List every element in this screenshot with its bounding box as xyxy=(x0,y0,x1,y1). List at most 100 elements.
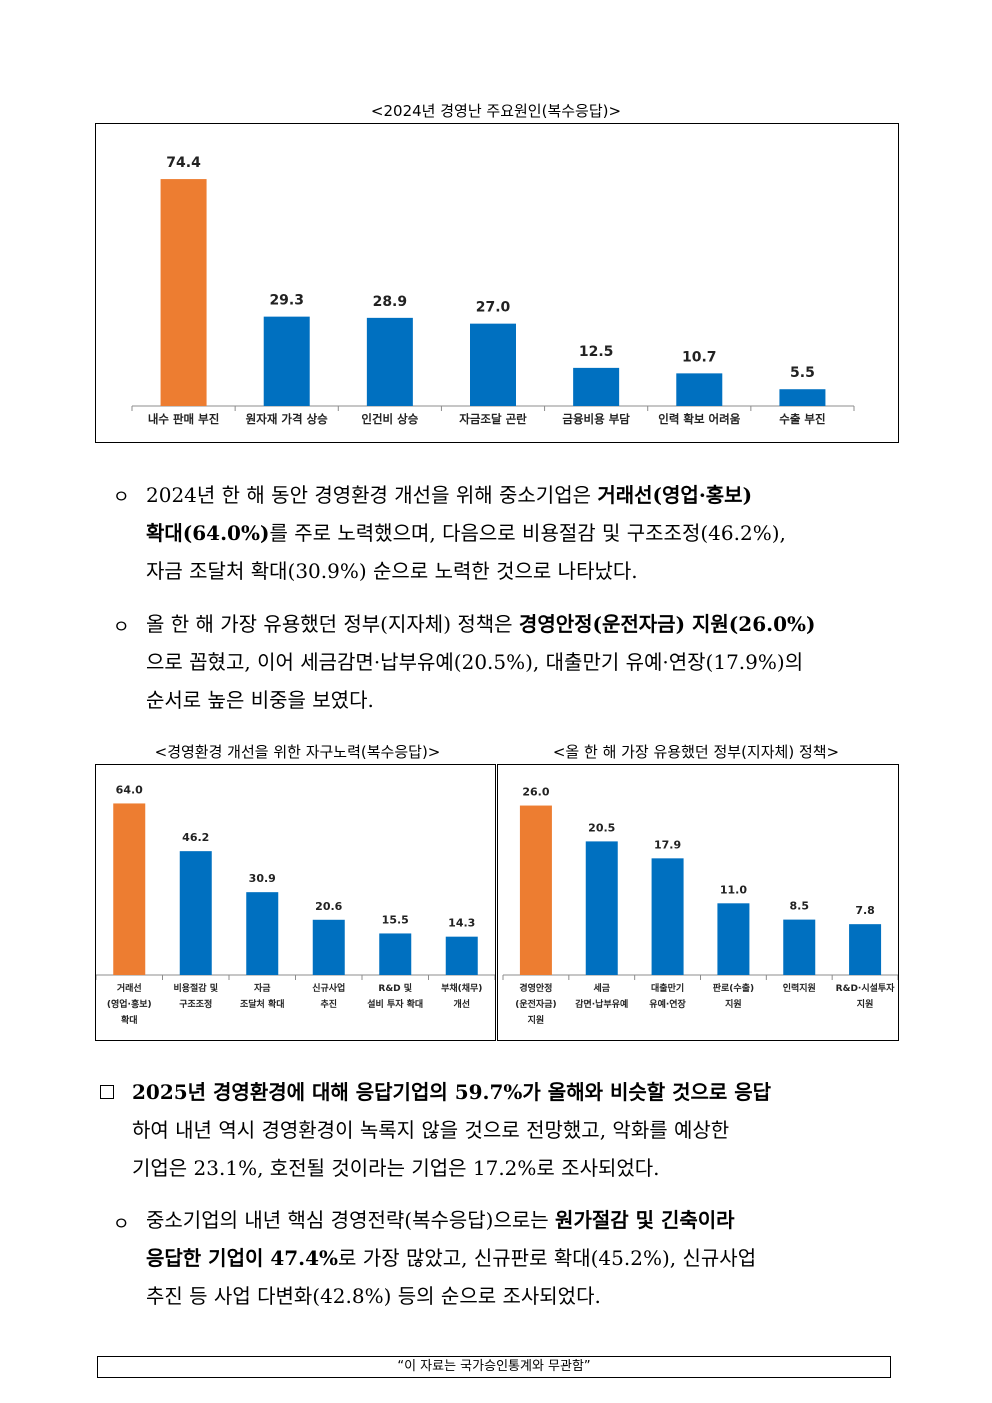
data-label-4: 27.0 xyxy=(476,300,511,316)
bar-2 xyxy=(585,841,618,975)
data-label-1: 74.4 xyxy=(166,155,201,171)
category-label-1: 확대 xyxy=(121,1014,138,1026)
bar-7 xyxy=(779,389,826,406)
category-label-4: 자금조달 곤란 xyxy=(459,412,527,426)
p4-line1-text: 중소기업의 내년 핵심 경영전략(복수응답)으로는 xyxy=(146,1208,556,1232)
data-label-4: 20.6 xyxy=(315,900,342,913)
bar-5 xyxy=(573,367,620,406)
category-label-5: 인력지원 xyxy=(783,982,816,994)
p4-line1-bold: 원가절감 및 긴축이라 xyxy=(555,1208,735,1232)
paragraph2-bullet: ㅇ xyxy=(113,617,130,638)
bar-4 xyxy=(312,919,345,975)
data-label-4: 11.0 xyxy=(720,883,747,896)
data-label-5: 12.5 xyxy=(579,344,614,360)
chart3-caption: <올 한 해 가장 유용했던 정부(지자체) 정책> xyxy=(552,743,840,761)
category-label-7: 수출 부진 xyxy=(779,412,825,426)
chart1-caption: <2024년 경영난 주요원인(복수응답)> xyxy=(370,102,622,120)
p3-line3: 기업은 23.1%, 호전될 것이라는 기업은 17.2%로 조사되었다. xyxy=(132,1156,660,1180)
data-label-1: 64.0 xyxy=(116,783,143,796)
p1-line1-bold: 거래선(영업·홍보) xyxy=(597,483,753,507)
category-label-2: 감면·납부유예 xyxy=(575,998,628,1010)
data-label-2: 29.3 xyxy=(269,293,304,309)
data-label-6: 14.3 xyxy=(448,917,475,930)
p1-line2-text: 를 주로 노력했으며, 다음으로 비용절감 및 구조조정(46.2%), xyxy=(269,521,786,545)
p2-line1-bold: 경영안정(운전자금) 지원(26.0%) xyxy=(518,612,816,636)
category-label-4: 판로(수출) xyxy=(713,982,754,994)
bar-3 xyxy=(246,892,279,975)
category-label-1: 거래선 xyxy=(117,982,142,994)
p3-line1-bold: 2025년 경영환경에 대해 응답기업의 59.7%가 올해와 비슷할 것으로 … xyxy=(132,1080,772,1104)
bar-4 xyxy=(717,903,750,975)
category-label-4: 추진 xyxy=(320,998,337,1010)
category-label-5: R&D 및 xyxy=(378,982,412,994)
footer-note: “이 자료는 국가승인통계와 무관함” xyxy=(97,1356,891,1378)
category-label-3: 조달처 확대 xyxy=(240,998,285,1010)
bar-3 xyxy=(651,858,684,975)
category-label-3: 유예·연장 xyxy=(649,998,686,1010)
paragraph1: 2024년 한 해 동안 경영환경 개선을 위해 중소기업은 거래선(영업·홍보… xyxy=(146,476,786,590)
p3-line2: 하여 내년 역시 경영환경이 녹록지 않을 것으로 전망했고, 악화를 예상한 xyxy=(132,1118,730,1142)
bar-4 xyxy=(470,323,516,406)
p1-line1-text: 2024년 한 해 동안 경영환경 개선을 위해 중소기업은 xyxy=(146,483,598,507)
bar-1 xyxy=(160,179,207,406)
category-label-5: 금융비용 부담 xyxy=(562,412,630,426)
paragraph3-square-bullet xyxy=(100,1085,114,1099)
chart1-box: 74.4 내수 판매 부진 29.3 원자재 가격 상승 28.9 인건비 상승 27.0 자… xyxy=(95,123,899,443)
data-label-6: 7.8 xyxy=(855,904,875,917)
p4-line2-bold: 응답한 기업이 47.4% xyxy=(146,1246,339,1270)
category-label-6: R&D·시설투자 xyxy=(836,982,896,994)
data-label-1: 26.0 xyxy=(522,786,549,799)
paragraph4: 중소기업의 내년 핵심 경영전략(복수응답)으로는 원가절감 및 긴축이라 응답… xyxy=(146,1201,756,1315)
bar-6 xyxy=(676,373,723,406)
category-label-6: 개선 xyxy=(453,998,470,1010)
bar-6 xyxy=(849,924,882,975)
paragraph1-bullet: ㅇ xyxy=(113,487,130,508)
bar-3 xyxy=(366,317,413,406)
category-label-6: 지원 xyxy=(857,998,874,1010)
category-label-6: 인력 확보 어려움 xyxy=(658,412,740,426)
data-label-3: 28.9 xyxy=(373,294,408,310)
bar-6 xyxy=(445,936,478,975)
data-label-3: 30.9 xyxy=(249,872,276,885)
category-label-5: 설비 투자 확대 xyxy=(367,998,423,1010)
category-label-1: (운전자금) xyxy=(515,998,556,1010)
bar-1 xyxy=(519,805,552,975)
category-label-3: 자금 xyxy=(254,982,271,994)
p4-line2-text: 로 가장 많았고, 신규판로 확대(45.2%), 신규사업 xyxy=(338,1246,757,1270)
category-label-1: 경영안정 xyxy=(519,982,552,994)
category-label-3: 대출만기 xyxy=(651,982,684,994)
p1-line2-bold: 확대(64.0%) xyxy=(146,521,270,545)
p1-line3: 자금 조달처 확대(30.9%) 순으로 노력한 것으로 나타났다. xyxy=(146,559,638,583)
category-label-4: 지원 xyxy=(725,998,742,1010)
category-label-1: 지원 xyxy=(528,1014,545,1026)
category-label-3: 인건비 상승 xyxy=(361,412,418,426)
bar-5 xyxy=(379,933,412,975)
paragraph2: 올 한 해 가장 유용했던 정부(지자체) 정책은 경영안정(운전자금) 지원(… xyxy=(146,605,815,719)
category-label-4: 신규사업 xyxy=(312,982,345,994)
p2-line3: 순서로 높은 비중을 보였다. xyxy=(146,688,374,712)
p4-line3: 추진 등 사업 다변화(42.8%) 등의 순으로 조사되었다. xyxy=(146,1284,601,1308)
data-label-2: 46.2 xyxy=(182,831,209,844)
category-label-1: (영업·홍보) xyxy=(107,998,152,1010)
data-label-5: 15.5 xyxy=(382,913,409,926)
paragraph4-bullet: ㅇ xyxy=(113,1214,130,1235)
chart1-svg: 74.4 내수 판매 부진 29.3 원자재 가격 상승 28.9 인건비 상승 27.0 자… xyxy=(131,155,855,426)
category-label-2: 비용절감 및 xyxy=(173,982,218,994)
data-label-3: 17.9 xyxy=(654,838,681,851)
paragraph3: 2025년 경영환경에 대해 응답기업의 59.7%가 올해와 비슷할 것으로 … xyxy=(132,1073,771,1187)
chart3-svg: 26.0 경영안정 (운전자금) 지원 20.5 세금감면·납부유예 17.9 대출만기유예·… xyxy=(502,786,898,1026)
chart2-caption: <경영환경 개선을 위한 자구노력(복수응답)> xyxy=(154,743,441,761)
bar-2 xyxy=(179,851,212,975)
data-label-5: 8.5 xyxy=(790,900,810,913)
bar-5 xyxy=(783,919,816,975)
data-label-7: 5.5 xyxy=(790,365,815,381)
category-label-1: 내수 판매 부진 xyxy=(148,412,220,426)
data-label-2: 20.5 xyxy=(588,821,615,834)
category-label-2: 구조조정 xyxy=(179,998,212,1010)
category-label-2: 세금 xyxy=(593,982,610,994)
category-label-6: 부채(채무) xyxy=(441,982,482,994)
data-label-6: 10.7 xyxy=(682,349,717,365)
